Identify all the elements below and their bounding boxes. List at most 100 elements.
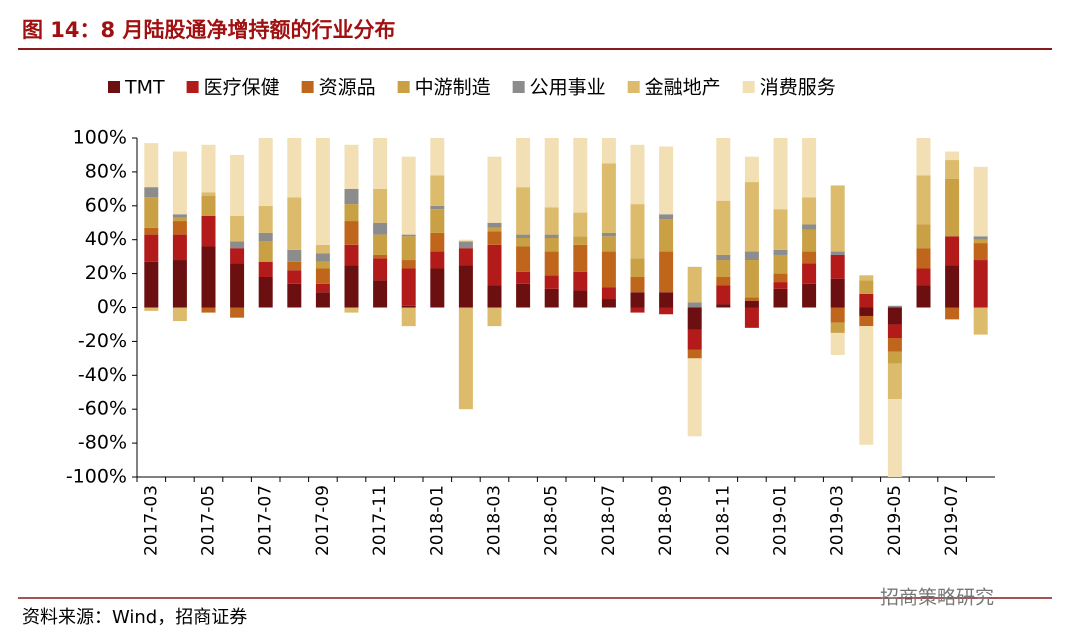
bar-segment [716, 285, 731, 305]
bar-segment [802, 138, 817, 198]
bar-segment [630, 144, 645, 205]
bar-segment [802, 283, 817, 308]
legend-swatch [627, 81, 640, 93]
y-tick-label: -80% [78, 432, 127, 454]
bar-segment [315, 268, 330, 284]
bar-segment [201, 215, 216, 247]
bar-segment [487, 244, 502, 286]
bar-segment [973, 260, 988, 308]
x-tick-label: 2018-01 [427, 485, 447, 556]
bar-segment [802, 229, 817, 252]
bar-segment [430, 205, 445, 210]
bar-segment [830, 307, 845, 323]
bar-segment [287, 261, 302, 271]
bar-segment [230, 307, 245, 318]
bar-segment [601, 287, 616, 300]
bar-segment [315, 292, 330, 308]
legend-swatch [512, 81, 525, 93]
legend-label: 公用事业 [530, 77, 606, 99]
bar-segment [573, 212, 588, 237]
legend-swatch [108, 81, 120, 93]
bar-segment [201, 246, 216, 308]
bar-segment [744, 260, 759, 298]
y-tick-label: 80% [85, 160, 127, 182]
bar-segment [973, 243, 988, 261]
bar-segment [773, 209, 788, 250]
bar-segment [630, 258, 645, 277]
x-tick-label: 2017-07 [256, 485, 276, 556]
bar-segment [601, 163, 616, 233]
bar-segment [373, 138, 388, 189]
bar-segment [516, 238, 531, 247]
bar-segment [859, 293, 874, 308]
y-tick-label: 100% [73, 127, 127, 149]
bar-segment [687, 307, 702, 330]
bar-segment [315, 261, 330, 269]
y-tick-label: 40% [85, 228, 127, 250]
bar-segment [887, 399, 902, 477]
bar-segment [201, 307, 216, 313]
x-tick-label: 2018-09 [656, 485, 676, 556]
x-tick-label: 2018-05 [542, 485, 562, 556]
x-tick-label: 2017-03 [141, 485, 161, 556]
bar-segment [230, 248, 245, 264]
bar-segment [258, 276, 273, 308]
bar-segment [401, 268, 416, 306]
x-tick-label: 2019-03 [828, 485, 848, 556]
bar-segment [487, 285, 502, 308]
bar-segment [859, 326, 874, 445]
bar-segment [773, 273, 788, 283]
bar-segment [773, 254, 788, 274]
y-tick-label: 0% [97, 296, 127, 318]
bar-segment [172, 151, 187, 215]
bar-segment [887, 363, 902, 400]
y-tick-label: 20% [85, 262, 127, 284]
bar-segment [659, 146, 674, 215]
bar-segment [430, 268, 445, 308]
bar-segment [773, 288, 788, 308]
bar-segment [487, 156, 502, 223]
bar-segment [344, 221, 359, 245]
bar-segment [373, 234, 388, 255]
bar-segment [144, 227, 159, 235]
bar-segment [344, 307, 359, 313]
bar-segment [716, 304, 731, 308]
bar-segment [516, 271, 531, 284]
bar-segment [744, 182, 759, 252]
watermark: 招商策略研究 [880, 587, 994, 609]
bar-segment [916, 285, 931, 308]
bar-segment [287, 197, 302, 250]
bar-segment [430, 209, 445, 233]
bar-segment [945, 151, 960, 161]
bar-segment [659, 307, 674, 315]
bar-segment [172, 234, 187, 261]
bar-segment [230, 215, 245, 242]
bar-segment [601, 251, 616, 288]
bar-segment [230, 263, 245, 308]
bar-segment [487, 307, 502, 327]
bar-segment [487, 227, 502, 232]
bar-segment [687, 266, 702, 303]
bar-segment [373, 254, 388, 259]
y-tick-label: -100% [66, 466, 127, 488]
bar-segment [172, 217, 187, 222]
bar-segment [830, 278, 845, 308]
y-tick-label: 60% [85, 194, 127, 216]
legend-label: 消费服务 [760, 77, 836, 99]
bar-segment [144, 261, 159, 308]
bar-segment [344, 144, 359, 189]
bar-segment [401, 305, 416, 308]
bar-segment [687, 329, 702, 350]
bar-segment [516, 138, 531, 188]
legend-label: 中游制造 [415, 77, 491, 99]
bar-segment [544, 288, 559, 308]
bar-segment [430, 251, 445, 269]
bar-segment [630, 307, 645, 313]
bar-segment [458, 248, 473, 266]
bar-segment [744, 307, 759, 328]
bar-segment [544, 251, 559, 276]
bar-segment [258, 241, 273, 262]
bar-segment [802, 251, 817, 264]
bar-segment [830, 254, 845, 279]
bar-segment [859, 280, 874, 294]
